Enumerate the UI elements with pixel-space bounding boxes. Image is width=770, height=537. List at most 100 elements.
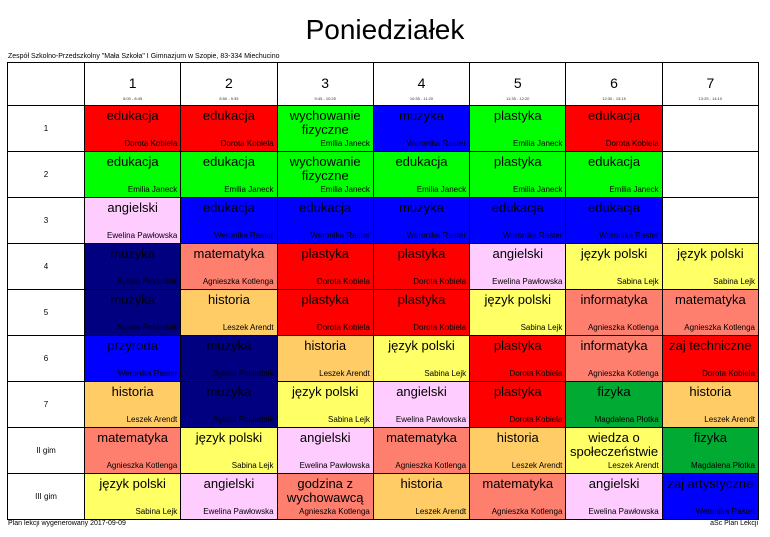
lesson-subject: muzyka bbox=[399, 108, 444, 123]
lesson-teacher: Agnieszka Kotlenga bbox=[299, 507, 370, 516]
lesson-cell[interactable]: edukacja Emilia Janeck bbox=[565, 151, 663, 198]
lesson-cell[interactable]: plastyka Dorota Kobiela bbox=[372, 243, 471, 290]
lesson-teacher: Leszek Arendt bbox=[415, 507, 467, 516]
lesson-cell[interactable]: matematyka Agnieszka Kotlenga bbox=[372, 427, 471, 474]
lesson-cell[interactable] bbox=[661, 197, 760, 244]
lesson-cell[interactable]: informatyka Agnieszka Kotlenga bbox=[565, 335, 663, 382]
lesson-cell[interactable]: edukacja Dorota Kobiela bbox=[83, 105, 182, 152]
lesson-subject: wiedza o społeczeństwie bbox=[569, 430, 659, 459]
lesson-cell[interactable]: zaj techniczne Dorota Kobiela bbox=[661, 335, 760, 382]
lesson-cell[interactable]: angielski Ewelina Pawłowska bbox=[180, 473, 278, 520]
lesson-cell[interactable]: fizyka Magdalena Płotka bbox=[661, 427, 760, 474]
lesson-cell[interactable]: edukacja Emilia Janeck bbox=[180, 151, 278, 198]
class-label: 5 bbox=[7, 289, 85, 336]
lesson-cell[interactable]: plastyka Emilia Janeck bbox=[469, 151, 567, 198]
class-row: 4 muzyka Sylwia Pokładnik matematyka Agniesz… bbox=[7, 243, 760, 290]
lesson-subject: matematyka bbox=[97, 430, 169, 445]
lesson-cell[interactable]: język polski Sabina Lejk bbox=[180, 427, 278, 474]
lesson-cell[interactable]: przyroda Weronika Raster bbox=[83, 335, 182, 382]
lesson-cell[interactable]: informatyka Agnieszka Kotlenga bbox=[565, 289, 663, 336]
lesson-cell[interactable]: plastyka Dorota Kobiela bbox=[372, 289, 471, 336]
lesson-cell[interactable]: matematyka Agnieszka Kotlenga bbox=[180, 243, 278, 290]
lesson-cell[interactable]: godzina z wychowawcą Agnieszka Kotlenga bbox=[276, 473, 374, 520]
period-header: 4 10:35 - 11:20 bbox=[372, 62, 471, 106]
lesson-cell[interactable]: historia Leszek Arendt bbox=[469, 427, 567, 474]
lesson-cell[interactable]: historia Leszek Arendt bbox=[276, 335, 374, 382]
lesson-teacher: Emilia Janeck bbox=[320, 185, 370, 194]
lesson-teacher: Agnieszka Kotlenga bbox=[587, 369, 659, 378]
lesson-cell[interactable]: angielski Ewelina Pawłowska bbox=[83, 197, 182, 244]
lesson-cell[interactable]: historia Leszek Arendt bbox=[83, 381, 182, 428]
lesson-cell[interactable]: plastyka Dorota Kobiela bbox=[276, 289, 374, 336]
lesson-cell[interactable]: język polski Sabina Lejk bbox=[83, 473, 182, 520]
period-header-row: 1 8:00 - 8:45 2 8:50 - 9:35 3 9:45 - 10:25 … bbox=[7, 62, 760, 106]
lesson-cell[interactable]: język polski Sabina Lejk bbox=[276, 381, 374, 428]
lesson-teacher: Agnieszka Kotlenga bbox=[106, 461, 178, 470]
lesson-subject: zaj techniczne bbox=[669, 338, 752, 353]
lesson-subject: fizyka bbox=[693, 430, 727, 445]
lesson-cell[interactable]: matematyka Agnieszka Kotlenga bbox=[469, 473, 567, 520]
lesson-cell[interactable]: edukacja Weronika Raster bbox=[469, 197, 567, 244]
lesson-cell[interactable]: angielski Ewelina Pawłowska bbox=[565, 473, 663, 520]
lesson-subject: edukacja bbox=[588, 200, 641, 215]
lesson-cell[interactable]: język polski Sabina Lejk bbox=[372, 335, 471, 382]
lesson-teacher: Sabina Lejk bbox=[520, 323, 563, 332]
lesson-cell[interactable]: angielski Ewelina Pawłowska bbox=[469, 243, 567, 290]
lesson-cell[interactable]: plastyka Dorota Kobiela bbox=[469, 381, 567, 428]
lesson-cell[interactable]: plastyka Emilia Janeck bbox=[469, 105, 567, 152]
lesson-cell[interactable]: plastyka Dorota Kobiela bbox=[276, 243, 374, 290]
lesson-subject: matematyka bbox=[193, 246, 265, 261]
lesson-subject: edukacja bbox=[299, 200, 352, 215]
lesson-cell[interactable]: wychowanie fizyczne Emilia Janeck bbox=[276, 151, 374, 198]
lesson-cell[interactable]: angielski Ewelina Pawłowska bbox=[276, 427, 374, 474]
lesson-cell[interactable]: zaj artystyczne Weronika Raster bbox=[661, 473, 760, 520]
lesson-subject: edukacja bbox=[588, 154, 641, 169]
lesson-cell[interactable]: plastyka Dorota Kobiela bbox=[469, 335, 567, 382]
lesson-teacher: Agnieszka Kotlenga bbox=[587, 323, 659, 332]
lesson-cell[interactable]: historia Leszek Arendt bbox=[661, 381, 760, 428]
lesson-cell[interactable]: edukacja Weronika Raster bbox=[276, 197, 374, 244]
lesson-cell[interactable]: matematyka Agnieszka Kotlenga bbox=[661, 289, 760, 336]
lesson-cell[interactable]: język polski Sabina Lejk bbox=[469, 289, 567, 336]
lesson-subject: edukacja bbox=[106, 154, 159, 169]
lesson-subject: język polski bbox=[388, 338, 455, 353]
class-row: III gim język polski Sabina Lejk angielski E… bbox=[7, 473, 760, 520]
lesson-cell[interactable]: wiedza o społeczeństwie Leszek Arendt bbox=[565, 427, 663, 474]
lesson-teacher: Ewelina Pawłowska bbox=[395, 415, 467, 424]
lesson-cell[interactable]: język polski Sabina Lejk bbox=[565, 243, 663, 290]
school-name: Zespół Szkolno-Przedszkolny "Mała Szkoła… bbox=[8, 53, 280, 60]
lesson-cell[interactable] bbox=[661, 151, 760, 198]
lesson-cell[interactable]: muzyka Sylwia Pokładnik bbox=[83, 243, 182, 290]
lesson-cell[interactable]: edukacja Dorota Kobiela bbox=[565, 105, 663, 152]
lesson-teacher: Agnieszka Kotlenga bbox=[684, 323, 755, 332]
lesson-teacher: Leszek Arendt bbox=[319, 369, 370, 378]
class-row: 3 angielski Ewelina Pawłowska edukacja Weron… bbox=[7, 197, 760, 244]
lesson-cell[interactable]: edukacja Emilia Janeck bbox=[83, 151, 182, 198]
lesson-cell[interactable]: matematyka Agnieszka Kotlenga bbox=[83, 427, 182, 474]
lesson-subject: muzyka bbox=[110, 246, 156, 261]
lesson-cell[interactable] bbox=[661, 105, 760, 152]
lesson-cell[interactable]: angielski Ewelina Pawłowska bbox=[372, 381, 471, 428]
lesson-cell[interactable]: historia Leszek Arendt bbox=[372, 473, 471, 520]
lesson-teacher: Leszek Arendt bbox=[607, 461, 659, 470]
lesson-cell[interactable]: edukacja Dorota Kobiela bbox=[180, 105, 278, 152]
lesson-cell[interactable]: historia Leszek Arendt bbox=[180, 289, 278, 336]
lesson-subject: angielski bbox=[588, 476, 640, 491]
lesson-cell[interactable]: fizyka Magdalena Płotka bbox=[565, 381, 663, 428]
lesson-cell[interactable]: edukacja Weronika Raster bbox=[565, 197, 663, 244]
class-row: 6 przyroda Weronika Raster muzyka Sylwia Pok… bbox=[7, 335, 760, 382]
lesson-cell[interactable]: muzyka Sylwia Pokładnik bbox=[180, 335, 278, 382]
lesson-cell[interactable]: język polski Sabina Lejk bbox=[661, 243, 760, 290]
lesson-subject: historia bbox=[400, 476, 443, 491]
lesson-cell[interactable]: wychowanie fizyczne Emilia Janeck bbox=[276, 105, 374, 152]
lesson-subject: muzyka bbox=[399, 200, 444, 215]
period-time: 12:30 - 13:15 bbox=[602, 96, 626, 101]
lesson-cell[interactable]: muzyka Sylwia Pokładnik bbox=[83, 289, 182, 336]
lesson-cell[interactable]: muzyka Weronika Raster bbox=[372, 105, 471, 152]
lesson-cell[interactable]: muzyka Sylwia Pokładnik bbox=[180, 381, 278, 428]
lesson-subject: edukacja bbox=[202, 200, 255, 215]
lesson-teacher: Agnieszka Kotlenga bbox=[395, 461, 467, 470]
lesson-cell[interactable]: edukacja Emilia Janeck bbox=[372, 151, 471, 198]
lesson-cell[interactable]: edukacja Weronika Raster bbox=[180, 197, 278, 244]
lesson-cell[interactable]: muzyka Weronika Raster bbox=[372, 197, 471, 244]
